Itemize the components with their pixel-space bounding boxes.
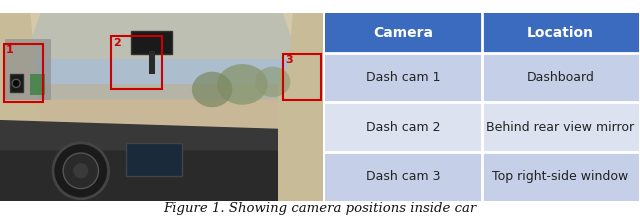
Bar — [30, 74, 45, 95]
Polygon shape — [283, 13, 323, 120]
Text: 3: 3 — [285, 55, 292, 65]
Bar — [0, 13, 323, 59]
Text: Dashboard: Dashboard — [526, 71, 595, 84]
Text: Location: Location — [527, 26, 594, 40]
Ellipse shape — [255, 67, 291, 97]
Bar — [325, 102, 482, 152]
Circle shape — [53, 143, 109, 199]
Bar — [325, 152, 482, 201]
Bar — [131, 31, 172, 54]
Bar — [283, 54, 321, 100]
Bar — [0, 84, 323, 150]
Bar — [10, 74, 23, 92]
Bar — [482, 102, 639, 152]
Text: 2: 2 — [113, 38, 121, 48]
Text: Top right-side window: Top right-side window — [492, 170, 628, 183]
Bar — [482, 152, 639, 201]
Bar — [111, 36, 161, 90]
Text: Camera: Camera — [374, 26, 433, 40]
Bar — [482, 13, 639, 53]
Bar — [5, 39, 51, 100]
Text: Dash cam 1: Dash cam 1 — [366, 71, 441, 84]
Circle shape — [73, 163, 88, 178]
Circle shape — [63, 153, 99, 189]
Bar — [126, 143, 182, 176]
Polygon shape — [10, 13, 313, 100]
Circle shape — [12, 79, 20, 87]
Text: 1: 1 — [6, 45, 14, 55]
Text: Figure 1. Showing camera positions inside car: Figure 1. Showing camera positions insid… — [163, 202, 477, 214]
Bar — [4, 44, 44, 102]
Text: Dash cam 3: Dash cam 3 — [366, 170, 441, 183]
Bar — [325, 13, 482, 53]
Ellipse shape — [217, 64, 268, 105]
Bar — [325, 53, 482, 102]
Bar — [0, 140, 323, 201]
Text: Dash cam 2: Dash cam 2 — [366, 121, 441, 134]
Polygon shape — [0, 13, 40, 120]
Bar — [0, 13, 323, 100]
Ellipse shape — [192, 72, 232, 107]
Polygon shape — [0, 120, 323, 150]
Bar — [482, 53, 639, 102]
Bar — [278, 69, 323, 201]
Bar — [149, 51, 155, 74]
Text: Behind rear view mirror: Behind rear view mirror — [486, 121, 634, 134]
